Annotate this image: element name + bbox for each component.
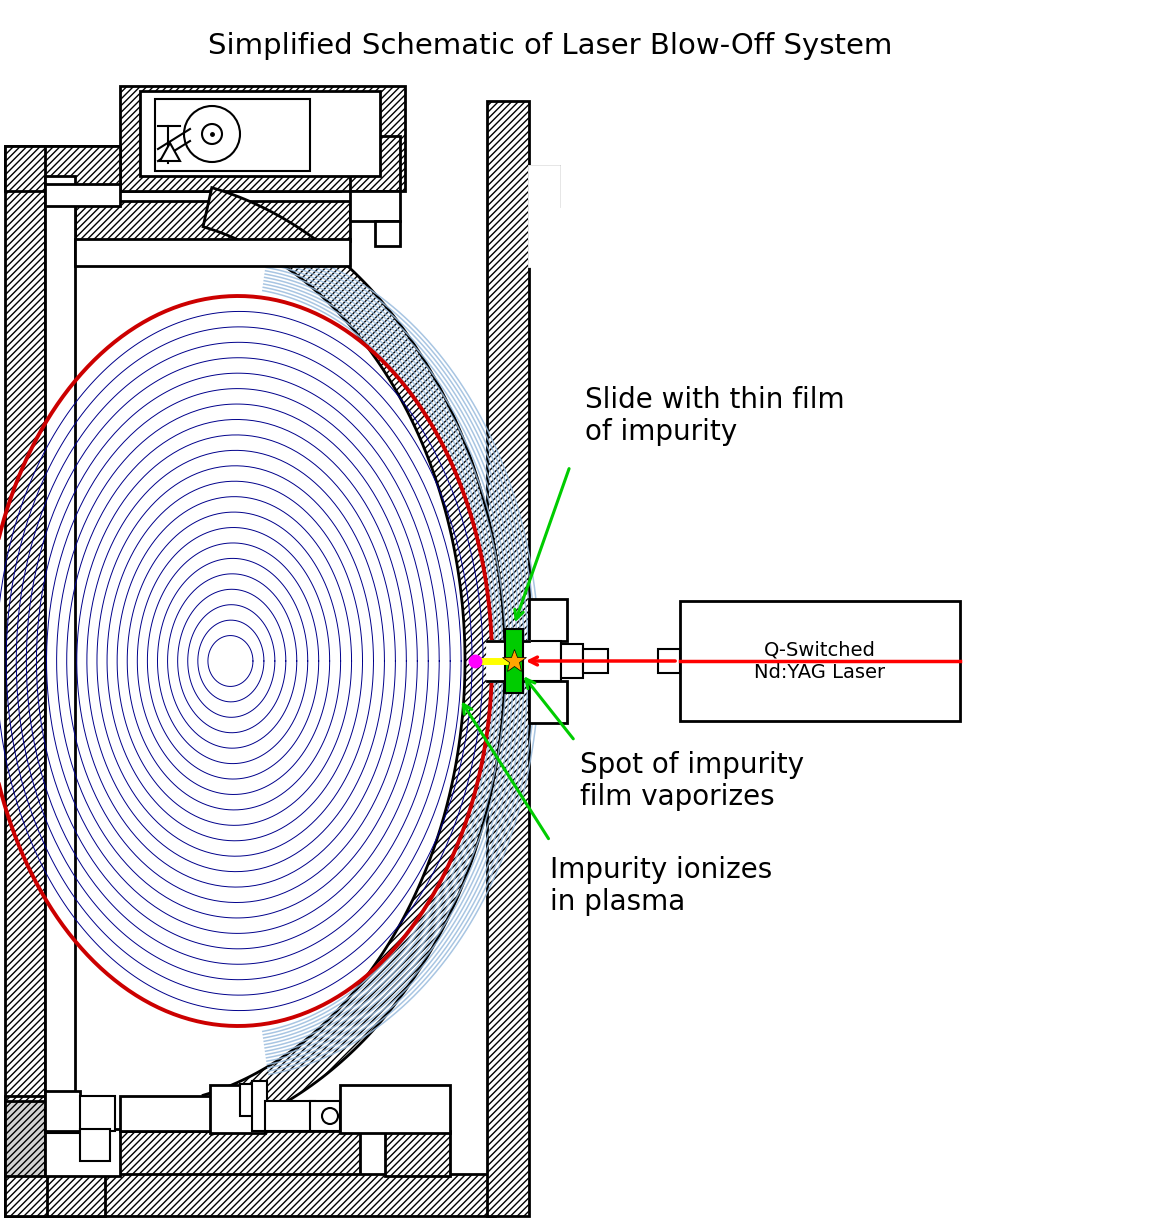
- Text: Spot of impurity
film vaporizes: Spot of impurity film vaporizes: [580, 751, 804, 812]
- Circle shape: [185, 106, 239, 162]
- Bar: [350, 136, 399, 190]
- Bar: [5, 1175, 105, 1216]
- Bar: [120, 1096, 239, 1131]
- Polygon shape: [5, 1101, 79, 1176]
- Bar: [310, 1101, 340, 1131]
- Bar: [385, 1131, 450, 1176]
- Text: Impurity ionizes
in plasma: Impurity ionizes in plasma: [550, 856, 772, 917]
- Bar: [46, 1107, 79, 1133]
- Polygon shape: [203, 188, 505, 1134]
- Bar: [5, 147, 340, 190]
- Bar: [529, 600, 566, 641]
- Bar: [75, 201, 350, 241]
- Bar: [487, 641, 529, 681]
- Text: Simplified Schematic of Laser Blow-Off System: Simplified Schematic of Laser Blow-Off S…: [208, 32, 892, 60]
- Bar: [529, 681, 566, 723]
- Bar: [658, 650, 680, 673]
- Bar: [583, 650, 609, 673]
- Bar: [75, 239, 350, 266]
- Bar: [529, 166, 559, 206]
- Bar: [561, 643, 583, 678]
- Circle shape: [322, 1107, 338, 1125]
- Bar: [487, 101, 529, 1216]
- Bar: [5, 147, 46, 1176]
- Bar: [5, 1096, 47, 1216]
- Bar: [46, 147, 120, 186]
- Bar: [265, 1101, 315, 1131]
- Polygon shape: [160, 143, 180, 161]
- Bar: [252, 1081, 267, 1131]
- Bar: [79, 1096, 114, 1131]
- Bar: [46, 184, 120, 206]
- Bar: [210, 1085, 265, 1133]
- Bar: [46, 190, 75, 1131]
- Bar: [140, 92, 380, 176]
- Bar: [239, 1084, 265, 1116]
- Bar: [120, 85, 405, 190]
- Bar: [375, 221, 399, 245]
- Bar: [340, 1085, 450, 1133]
- Circle shape: [202, 125, 222, 144]
- Bar: [529, 166, 559, 266]
- Text: Slide with thin film
of impurity: Slide with thin film of impurity: [585, 386, 844, 446]
- Bar: [505, 629, 523, 694]
- Bar: [5, 1131, 360, 1176]
- Bar: [5, 1175, 495, 1216]
- Bar: [529, 641, 561, 681]
- Text: Q-Switched
Nd:YAG Laser: Q-Switched Nd:YAG Laser: [755, 641, 885, 681]
- Bar: [46, 1092, 79, 1131]
- Bar: [46, 1129, 120, 1176]
- Bar: [46, 176, 75, 201]
- Bar: [350, 190, 399, 221]
- Bar: [79, 1129, 110, 1161]
- Bar: [680, 601, 960, 720]
- Bar: [155, 99, 310, 171]
